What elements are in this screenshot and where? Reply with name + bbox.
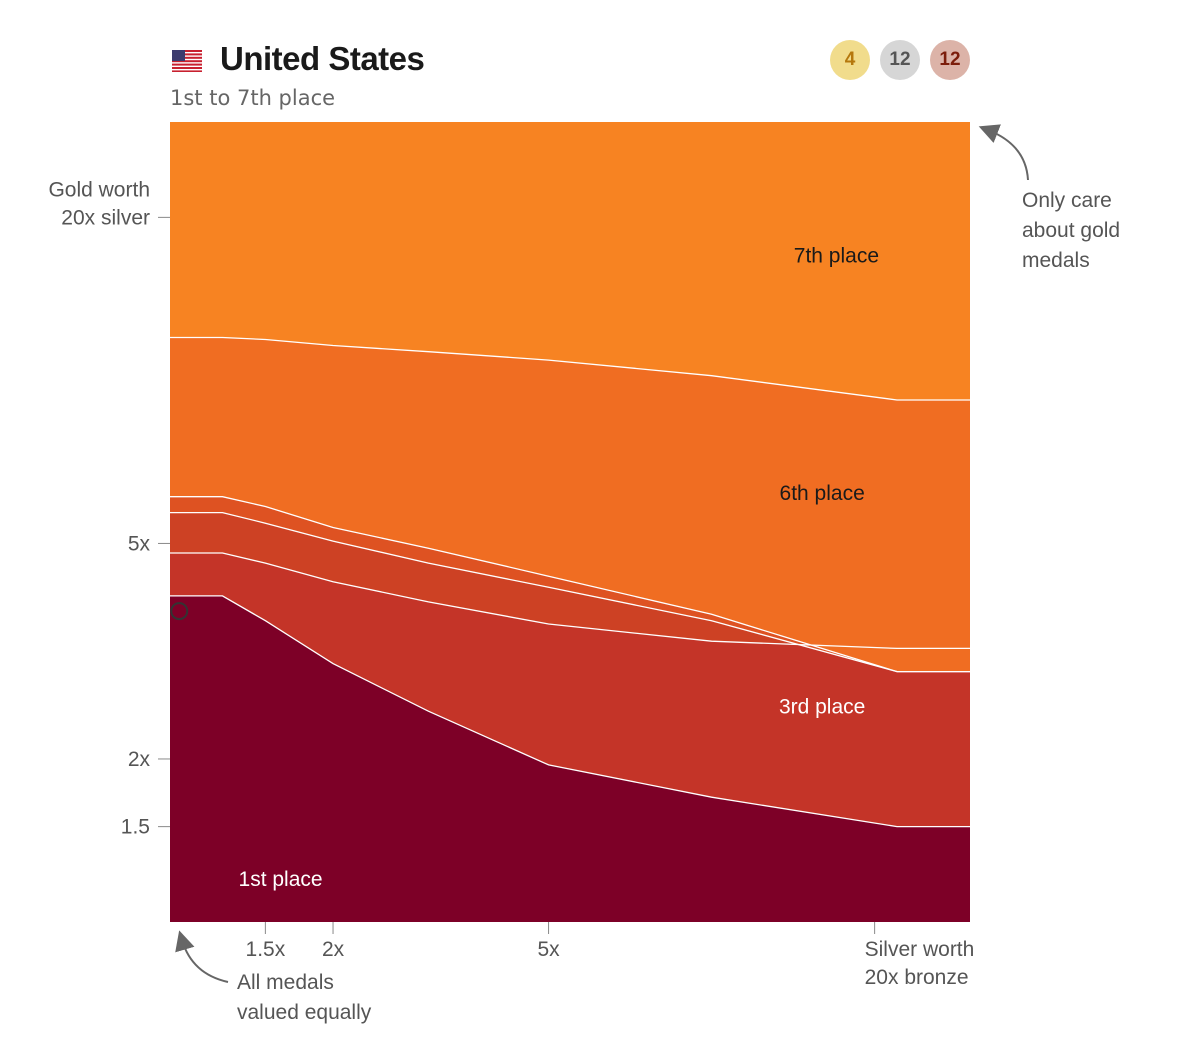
annotation-all-equal: All medals valued equally: [237, 971, 372, 1024]
y-tick-label: 1.5: [121, 816, 150, 839]
boundary-4th-6th: [170, 496, 970, 673]
region-label-6th-place: 6th place: [780, 482, 865, 505]
region-5th-place: [170, 496, 970, 672]
bronze-medal-badge: 12: [930, 40, 970, 80]
boundary-3rd-4th: [170, 511, 970, 673]
arrow-icon: [175, 930, 229, 983]
country-title: United States: [220, 40, 425, 77]
current-position-marker: [170, 602, 189, 621]
y-tick-label: Gold worth 20x silver: [48, 178, 150, 229]
region-label-7th-place: 7th place: [794, 245, 879, 268]
arrow-icon: [978, 124, 1029, 181]
x-tick-label: 5x: [537, 938, 560, 961]
silver-medal-badge: 12: [880, 40, 920, 80]
region-labels: 1st place 3rd place 6th place 7th place: [239, 245, 880, 892]
region-1st-place: [170, 595, 970, 922]
us-flag-icon: [172, 50, 202, 72]
boundary-1st-2nd: [170, 595, 970, 828]
boundary-2nd-3rd: [170, 552, 970, 650]
region-7th-place: [170, 122, 970, 400]
annotations: Only care about gold medals All medals value…: [175, 124, 1120, 1024]
x-tick-label: 2x: [322, 938, 345, 961]
chart-subtitle: 1st to 7th place: [170, 86, 336, 110]
region-label-1st-place: 1st place: [239, 868, 323, 891]
region-label-3rd-place: 3rd place: [779, 695, 865, 718]
boundary-lines: [170, 336, 970, 828]
x-axis: 1.5x 2x 5x Silver worth 20x bronze: [246, 922, 975, 989]
region-3rd-place: [170, 553, 970, 827]
x-tick-label: Silver worth 20x bronze: [865, 938, 975, 989]
boundary-6th-7th: [170, 336, 970, 401]
chart-header: United States 1st to 7th place 4 12 12: [170, 40, 970, 120]
y-tick-label: 2x: [128, 748, 151, 771]
y-axis: 1.5 2x 5x Gold worth 20x silver: [48, 178, 170, 839]
region-6th-place: [170, 337, 970, 672]
x-tick-label: 1.5x: [246, 938, 286, 961]
y-tick-label: 5x: [128, 532, 151, 555]
medal-counts: 4 12 12: [830, 40, 970, 80]
annotation-only-gold: Only care about gold medals: [1022, 189, 1120, 272]
area-regions: [170, 122, 970, 922]
gold-medal-badge: 4: [830, 40, 870, 80]
